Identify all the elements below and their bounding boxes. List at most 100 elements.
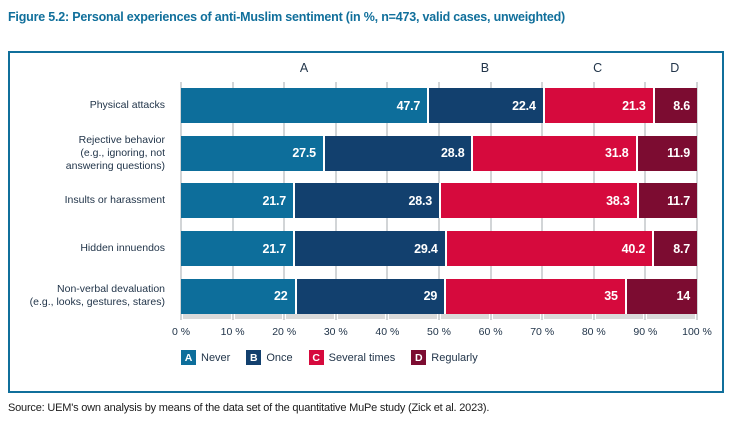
bar-row: 27.5 28.8 31.8 11.9 [181,130,697,178]
axis-baseline-segment [441,314,489,319]
bar-track: 47.7 22.4 21.3 8.6 [181,88,697,124]
bar-segment-b: 22.4 [427,88,543,124]
axis-baseline-segment [647,314,695,319]
bar-row: 22 29 35 14 [181,272,697,320]
bar-value-label: 47.7 [396,98,421,113]
category-labels: Physical attacks Rejective behavior (e.g.,… [10,82,173,320]
bar-value-label: 29 [423,289,438,304]
axis-baseline-segment [234,314,283,319]
category-label-line: Non-verbal devaluation [57,283,165,296]
grid-line [696,82,698,320]
x-tick-label: 60 % [478,326,503,338]
bar-value-label: 27.5 [292,146,316,161]
legend-swatch-a: A [181,350,196,365]
bar-value-label: 14 [676,289,690,304]
bar-rows: 47.7 22.4 21.3 8.6 27.5 28.8 31.8 11.9 21.7 28.3 3… [181,82,697,320]
x-axis: 0 % 10 % 20 % 30 % 40 % 50 % 60 % 70 % 80 % 90 % 1… [172,326,712,340]
bar-segment-d: 11.9 [635,135,697,171]
bar-segment-a: 47.7 [181,88,428,124]
legend-swatch-b: B [246,350,262,365]
bar-segment-d: 11.7 [636,183,697,219]
bar-segment-d: 8.6 [652,88,697,124]
column-header-d: D [670,61,680,75]
x-tick-label: 20 % [272,326,297,338]
x-tick-label: 30 % [323,326,348,338]
bar-row: 21.7 29.4 40.2 8.7 [181,225,697,273]
bar-segment-c: 40.2 [444,231,653,267]
column-header-a: A [299,61,309,75]
bar-value-label: 21.7 [262,241,286,256]
bar-track: 21.7 28.3 38.3 11.7 [181,183,697,219]
bar-value-label: 21.7 [262,193,286,208]
x-tick-label: 50 % [427,326,451,338]
bar-value-label: 21.3 [622,98,646,113]
bar-value-label: 40.2 [621,241,646,256]
axis-baseline-segment [544,314,592,319]
bar-value-label: 11.9 [667,146,690,161]
axis-baseline-segment [337,314,386,319]
legend: A Never B Once C Several times D Regularly [181,350,478,365]
bar-value-label: 8.6 [673,98,690,113]
bar-segment-d: 14 [624,278,697,314]
figure-title: Figure 5.2: Personal experiences of anti… [8,10,566,24]
axis-baseline-segment [492,314,541,319]
bar-value-label: 11.7 [667,193,690,208]
column-header-b: B [480,61,490,75]
bar-segment-b: 29 [294,278,445,314]
bar-track: 22 29 35 14 [181,278,697,314]
axis-baseline-segment [389,314,437,319]
legend-swatch-c: C [308,350,324,365]
bar-segment-d: 8.7 [652,231,697,267]
source-note: Source: UEM's own analysis by means of t… [8,402,490,414]
category-label-line: (e.g., looks, gestures, stares) [29,296,165,309]
axis-baseline-segment [286,314,334,319]
bar-row: 47.7 22.4 21.3 8.6 [181,82,697,130]
column-header-c: C [593,61,603,75]
bar-value-label: 22 [274,289,288,304]
bar-segment-a: 22 [181,278,295,314]
axis-baseline-segment [183,314,231,319]
bar-value-label: 35 [604,289,618,304]
chart-box: 47.7 22.4 21.3 8.6 27.5 28.8 31.8 11.9 21.7 28.3 3… [8,51,724,393]
legend-item-several-times: C Several times [308,350,396,365]
bar-segment-c: 38.3 [438,183,637,219]
legend-swatch-d: D [411,350,427,365]
bar-segment-c: 31.8 [471,135,636,171]
bar-row: 21.7 28.3 38.3 11.7 [181,177,697,225]
category-label-line: Insults or harassment [64,194,165,207]
x-tick-label: 10 % [220,326,245,338]
bar-segment-a: 21.7 [181,183,293,219]
category-label-line: Rejective behavior [78,133,165,146]
x-tick-label: 70 % [530,326,555,338]
bar-segment-b: 29.4 [292,231,445,267]
legend-label: Never [201,351,231,364]
legend-item-never: A Never [181,350,230,365]
legend-item-once: B Once [246,350,293,365]
bar-segment-b: 28.3 [292,183,439,219]
bar-value-label: 28.8 [440,146,465,161]
legend-label: Regularly [431,351,478,364]
x-tick-label: 40 % [375,326,400,338]
x-tick-label: 90 % [633,326,658,338]
category-label-line: Hidden innuendos [80,242,165,255]
category-label-line: Physical attacks [89,99,165,112]
axis-baseline-segment [595,314,644,319]
bar-value-label: 38.3 [606,193,630,208]
bar-segment-a: 27.5 [181,135,323,171]
category-label: Rejective behavior (e.g., ignoring, not an… [10,130,173,178]
bar-segment-a: 21.7 [181,231,293,267]
category-label-line: (e.g., ignoring, not [80,146,165,159]
category-label: Hidden innuendos [10,225,173,273]
bar-value-label: 22.4 [512,98,536,113]
bar-segment-c: 21.3 [542,88,653,124]
bar-value-label: 28.3 [408,193,432,208]
legend-label: Several times [328,351,396,364]
plot-area: 47.7 22.4 21.3 8.6 27.5 28.8 31.8 11.9 21.7 28.3 3… [180,61,698,320]
legend-item-regularly: D Regularly [411,350,478,365]
category-label: Insults or harassment [10,177,173,225]
bar-track: 21.7 29.4 40.2 8.7 [181,231,697,267]
bar-value-label: 31.8 [605,146,629,161]
legend-label: Once [266,351,293,364]
bar-value-label: 8.7 [673,241,690,256]
